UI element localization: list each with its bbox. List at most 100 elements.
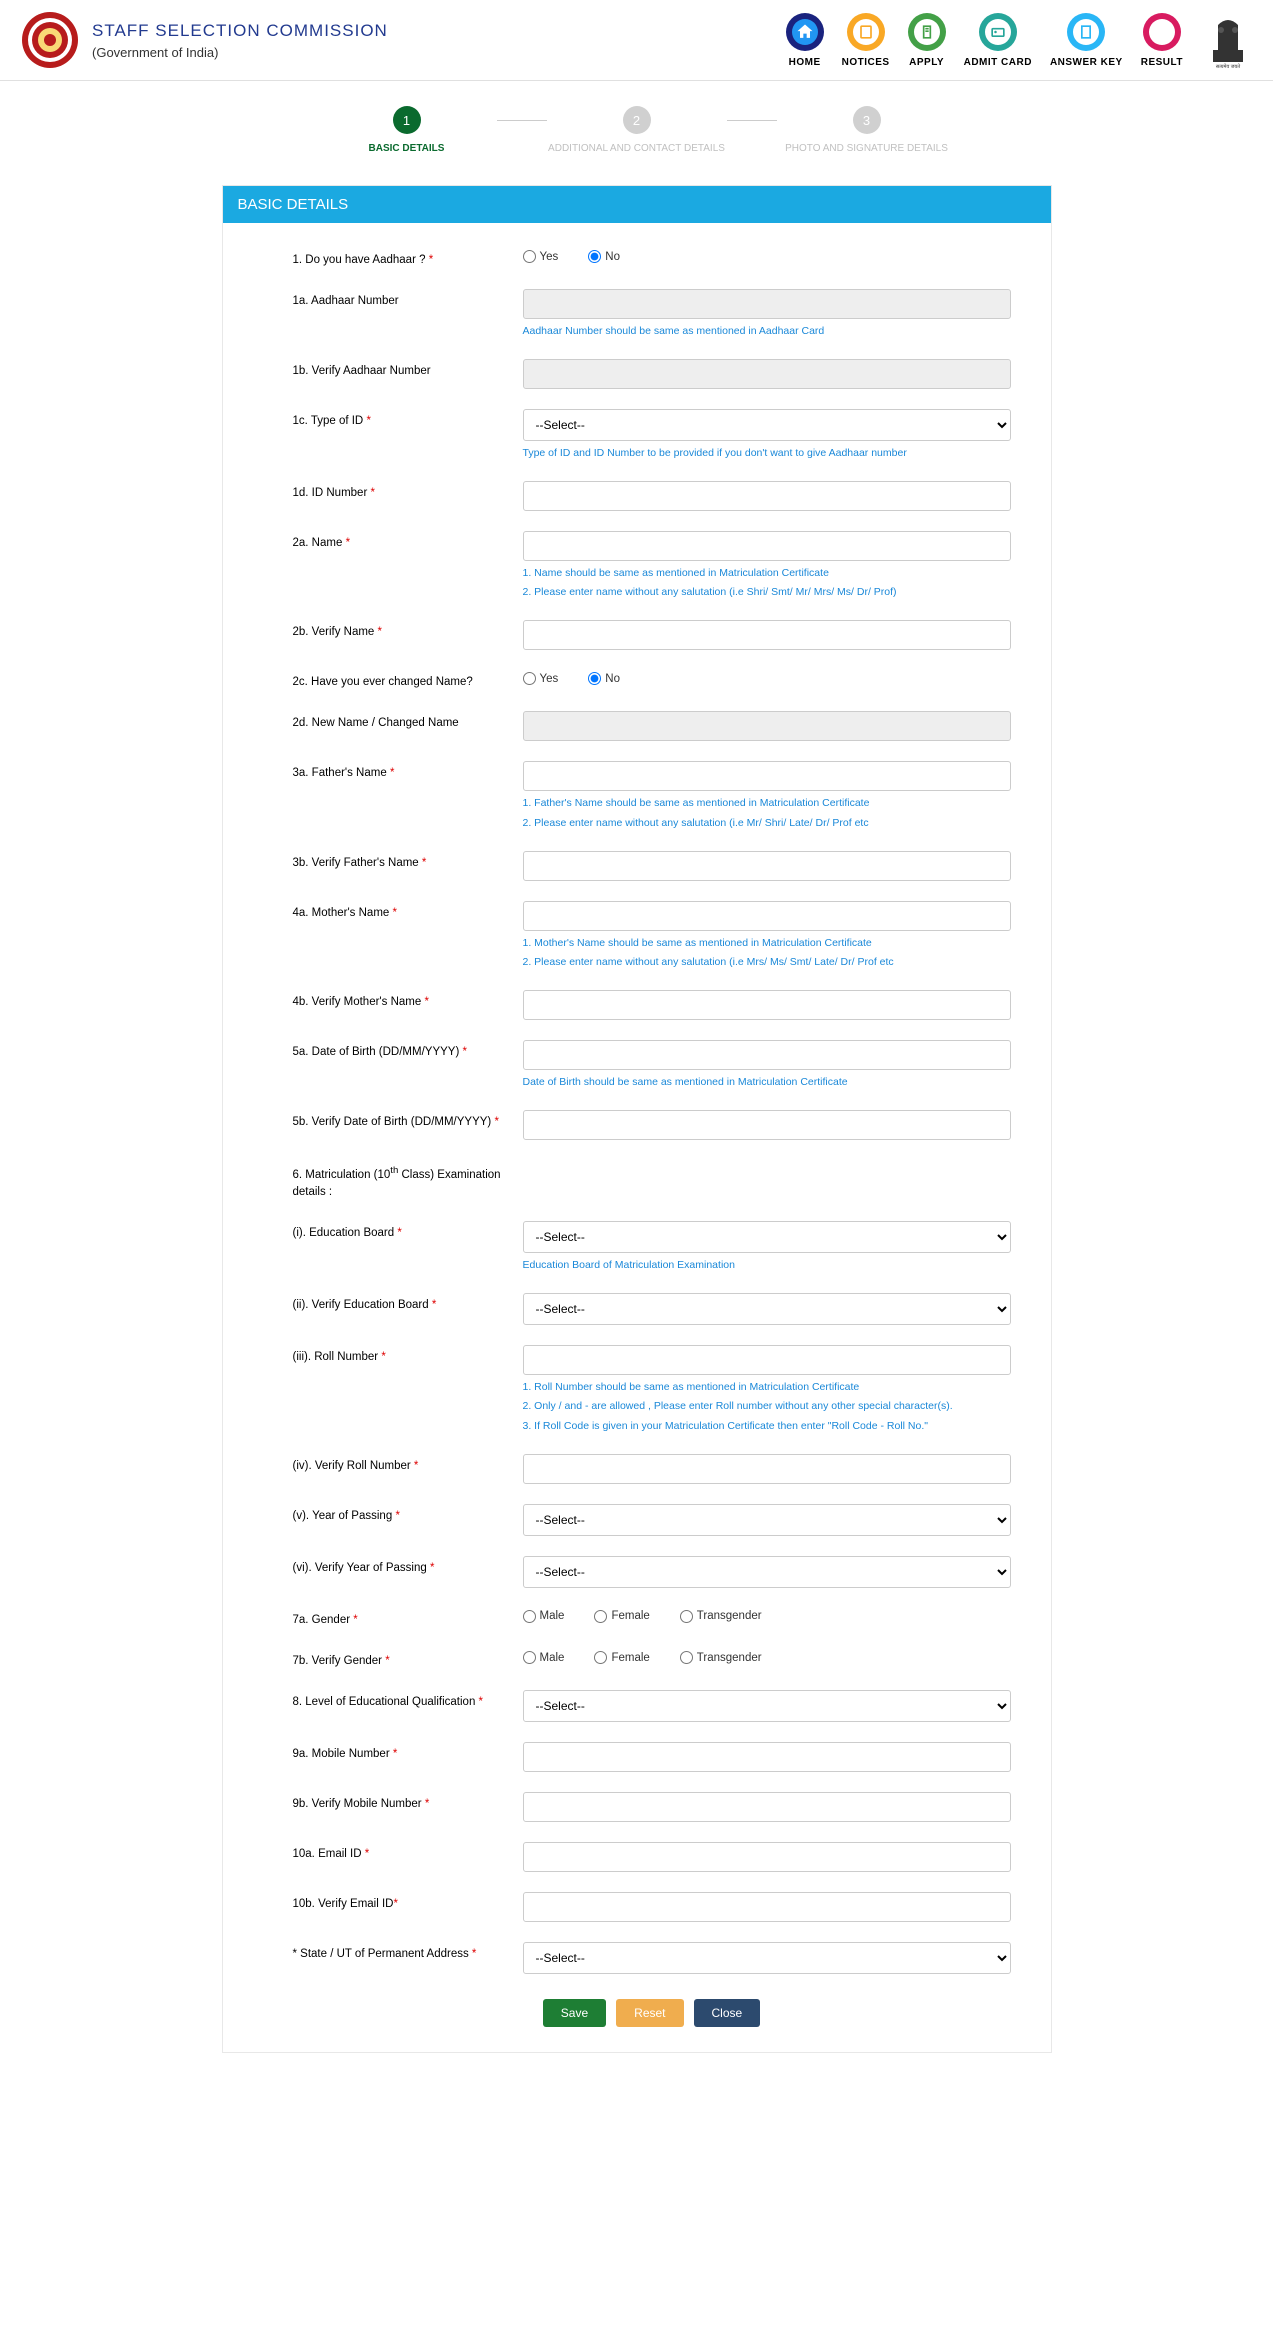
hint-roll2: 2. Only / and - are allowed , Please ent… xyxy=(523,1399,1011,1414)
label-verify-aadhaar: 1b. Verify Aadhaar Number xyxy=(293,359,523,380)
label-verify-name: 2b. Verify Name * xyxy=(293,620,523,641)
label-new-name: 2d. New Name / Changed Name xyxy=(293,711,523,732)
label-edu-level: 8. Level of Educational Qualification * xyxy=(293,1690,523,1711)
verify-email-input[interactable] xyxy=(523,1892,1011,1922)
verify-father-input[interactable] xyxy=(523,851,1011,881)
section-header: BASIC DETAILS xyxy=(223,186,1051,223)
gender-female[interactable]: Female xyxy=(594,1610,649,1623)
nav-apply[interactable]: APPLY xyxy=(908,13,946,68)
label-name: 2a. Name * xyxy=(293,531,523,552)
aadhaar-yes[interactable]: Yes xyxy=(523,250,559,263)
hint-name2: 2. Please enter name without any salutat… xyxy=(523,585,1011,600)
verify-board-select[interactable]: --Select-- xyxy=(523,1293,1011,1325)
vgender-male[interactable]: Male xyxy=(523,1651,565,1664)
label-mobile: 9a. Mobile Number * xyxy=(293,1742,523,1763)
label-dob: 5a. Date of Birth (DD/MM/YYYY) * xyxy=(293,1040,523,1061)
verify-mother-input[interactable] xyxy=(523,990,1011,1020)
label-email: 10a. Email ID * xyxy=(293,1842,523,1863)
verify-year-select[interactable]: --Select-- xyxy=(523,1556,1011,1588)
roll-input[interactable] xyxy=(523,1345,1011,1375)
hint-mother2: 2. Please enter name without any salutat… xyxy=(523,955,1011,970)
step-connector xyxy=(497,120,547,121)
stepper: 1BASIC DETAILS 2ADDITIONAL AND CONTACT DE… xyxy=(287,106,987,155)
india-emblem: सत्यमेव जयते xyxy=(1203,10,1253,70)
label-verify-mother: 4b. Verify Mother's Name * xyxy=(293,990,523,1011)
vgender-trans[interactable]: Transgender xyxy=(680,1651,762,1664)
nav-home[interactable]: HOME xyxy=(786,13,824,68)
email-input[interactable] xyxy=(523,1842,1011,1872)
dob-input[interactable] xyxy=(523,1040,1011,1070)
hint-board: Education Board of Matriculation Examina… xyxy=(523,1258,1011,1273)
hint-aadhaar: Aadhaar Number should be same as mention… xyxy=(523,324,1011,339)
aadhaar-no[interactable]: No xyxy=(588,250,620,263)
reset-button[interactable]: Reset xyxy=(616,1999,683,2027)
hint-typeid: Type of ID and ID Number to be provided … xyxy=(523,446,1011,461)
gender-trans[interactable]: Transgender xyxy=(680,1610,762,1623)
gender-male[interactable]: Male xyxy=(523,1610,565,1623)
verify-roll-input[interactable] xyxy=(523,1454,1011,1484)
ssc-logo xyxy=(20,10,80,70)
top-nav: HOME NOTICES APPLY ADMIT CARD ANSWER KEY RESU… xyxy=(786,13,1183,68)
label-verify-father: 3b. Verify Father's Name * xyxy=(293,851,523,872)
label-verify-roll: (iv). Verify Roll Number * xyxy=(293,1454,523,1475)
label-father: 3a. Father's Name * xyxy=(293,761,523,782)
step-2: 2ADDITIONAL AND CONTACT DETAILS xyxy=(547,106,727,155)
mother-name-input[interactable] xyxy=(523,901,1011,931)
label-verify-year: (vi). Verify Year of Passing * xyxy=(293,1556,523,1577)
svg-text:सत्यमेव जयते: सत्यमेव जयते xyxy=(1216,63,1240,70)
label-mother: 4a. Mother's Name * xyxy=(293,901,523,922)
nav-result[interactable]: RESULT xyxy=(1141,13,1183,68)
hint-dob: Date of Birth should be same as mentione… xyxy=(523,1075,1011,1090)
aadhaar-number-input xyxy=(523,289,1011,319)
aadhaar-radio-group: Yes No xyxy=(523,248,1011,263)
verify-aadhaar-input xyxy=(523,359,1011,389)
year-select[interactable]: --Select-- xyxy=(523,1504,1011,1536)
changed-no[interactable]: No xyxy=(588,672,620,685)
father-name-input[interactable] xyxy=(523,761,1011,791)
label-type-id: 1c. Type of ID * xyxy=(293,409,523,430)
label-gender: 7a. Gender * xyxy=(293,1608,523,1629)
new-name-input xyxy=(523,711,1011,741)
form-container: BASIC DETAILS 1. Do you have Aadhaar ? *… xyxy=(222,185,1052,2053)
header: STAFF SELECTION COMMISSION (Government o… xyxy=(0,0,1273,81)
hint-mother1: 1. Mother's Name should be same as menti… xyxy=(523,936,1011,951)
nav-admit-card[interactable]: ADMIT CARD xyxy=(964,13,1032,68)
hint-name1: 1. Name should be same as mentioned in M… xyxy=(523,566,1011,581)
form-body: 1. Do you have Aadhaar ? * Yes No 1a. Aa… xyxy=(223,223,1051,2052)
name-input[interactable] xyxy=(523,531,1011,561)
hint-roll3: 3. If Roll Code is given in your Matricu… xyxy=(523,1419,1011,1434)
label-state: * State / UT of Permanent Address * xyxy=(293,1942,523,1963)
label-aadhaar-q: 1. Do you have Aadhaar ? * xyxy=(293,248,523,269)
label-verify-mobile: 9b. Verify Mobile Number * xyxy=(293,1792,523,1813)
id-number-input[interactable] xyxy=(523,481,1011,511)
verify-name-input[interactable] xyxy=(523,620,1011,650)
title-area: STAFF SELECTION COMMISSION (Government o… xyxy=(92,21,388,60)
header-subtitle: (Government of India) xyxy=(92,45,388,60)
step-1: 1BASIC DETAILS xyxy=(317,106,497,155)
action-buttons: Save Reset Close xyxy=(293,1999,1011,2027)
label-verify-dob: 5b. Verify Date of Birth (DD/MM/YYYY) * xyxy=(293,1110,523,1131)
label-verify-email: 10b. Verify Email ID* xyxy=(293,1892,523,1913)
edu-level-select[interactable]: --Select-- xyxy=(523,1690,1011,1722)
nav-answer-key[interactable]: ANSWER KEY xyxy=(1050,13,1123,68)
save-button[interactable]: Save xyxy=(543,1999,606,2027)
step-3: 3PHOTO AND SIGNATURE DETAILS xyxy=(777,106,957,155)
verify-dob-input[interactable] xyxy=(523,1110,1011,1140)
board-select[interactable]: --Select-- xyxy=(523,1221,1011,1253)
state-select[interactable]: --Select-- xyxy=(523,1942,1011,1974)
nav-notices[interactable]: NOTICES xyxy=(842,13,890,68)
label-year: (v). Year of Passing * xyxy=(293,1504,523,1525)
header-title: STAFF SELECTION COMMISSION xyxy=(92,21,388,41)
vgender-female[interactable]: Female xyxy=(594,1651,649,1664)
hint-father1: 1. Father's Name should be same as menti… xyxy=(523,796,1011,811)
step-connector xyxy=(727,120,777,121)
type-id-select[interactable]: --Select-- xyxy=(523,409,1011,441)
label-roll: (iii). Roll Number * xyxy=(293,1345,523,1366)
changed-yes[interactable]: Yes xyxy=(523,672,559,685)
close-button[interactable]: Close xyxy=(694,1999,761,2027)
hint-father2: 2. Please enter name without any salutat… xyxy=(523,816,1011,831)
mobile-input[interactable] xyxy=(523,1742,1011,1772)
label-id-number: 1d. ID Number * xyxy=(293,481,523,502)
verify-mobile-input[interactable] xyxy=(523,1792,1011,1822)
label-verify-board: (ii). Verify Education Board * xyxy=(293,1293,523,1314)
